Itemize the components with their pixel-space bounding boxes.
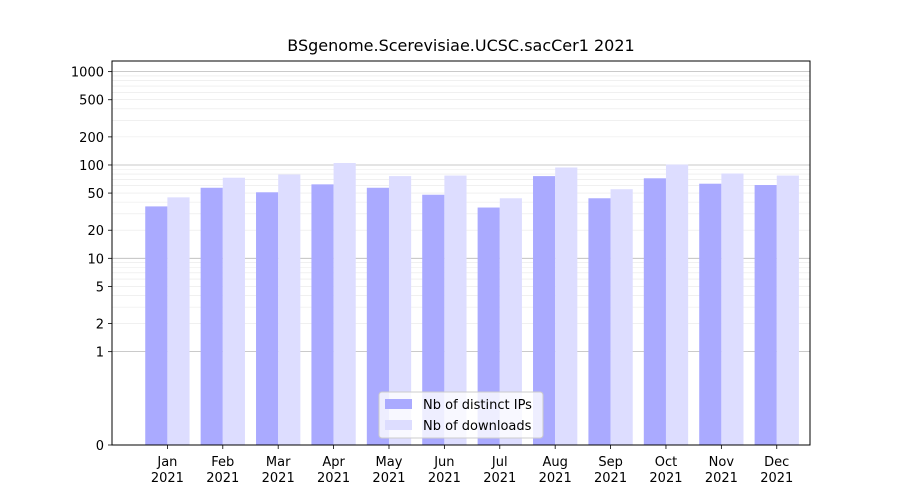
x-tick-label-year: 2021: [206, 471, 239, 486]
bar-distinct-ips-apr: [311, 184, 334, 445]
x-tick-label-year: 2021: [594, 471, 627, 486]
y-tick-label: 5: [96, 280, 104, 295]
x-tick-label-year: 2021: [705, 471, 738, 486]
x-tick-label-month: Jul: [491, 455, 508, 470]
legend: Nb of distinct IPs Nb of downloads: [378, 391, 544, 439]
x-tick-label-month: Dec: [764, 455, 789, 470]
legend-label: Nb of downloads: [423, 419, 532, 434]
bar-downloads-mar: [278, 174, 301, 446]
bar-distinct-ips-oct: [643, 178, 666, 445]
x-tick-label-year: 2021: [317, 471, 350, 486]
bar-distinct-ips-nov: [699, 183, 722, 445]
x-tick-label-month: Jun: [433, 455, 454, 470]
y-tick-label: 1: [96, 346, 104, 361]
bar-distinct-ips-jul: [477, 207, 500, 445]
chart-title: BSgenome.Scerevisiae.UCSC.sacCer1 2021: [287, 36, 634, 55]
y-tick-label: 20: [87, 224, 104, 239]
y-tick-label: 500: [79, 94, 104, 109]
bar-downloads-aug: [555, 167, 578, 445]
x-tick-label-year: 2021: [372, 471, 405, 486]
x-tick-label-month: Jan: [156, 455, 177, 470]
y-tick-label: 50: [87, 187, 104, 202]
y-tick-label: 10: [87, 252, 104, 267]
x-tick-label-month: May: [376, 455, 403, 470]
y-tick-label: 100: [79, 159, 104, 174]
bar-distinct-ips-jan: [145, 206, 168, 445]
bar-distinct-ips-sep: [588, 198, 611, 445]
bar-distinct-ips-jun: [422, 194, 445, 445]
bar-downloads-dec: [776, 175, 799, 445]
bar-downloads-jan: [167, 197, 190, 445]
bar-distinct-ips-dec: [754, 185, 777, 445]
legend-label: Nb of distinct IPs: [423, 398, 532, 413]
plot-frame: [111, 60, 811, 446]
bar-distinct-ips-feb: [200, 187, 223, 445]
bars: [145, 162, 799, 446]
x-tick-label-month: Aug: [542, 455, 567, 470]
x-tick-label-year: 2021: [262, 471, 295, 486]
x-tick-label-year: 2021: [760, 471, 793, 486]
legend-swatch: [385, 399, 412, 409]
y-tick-label: 0: [96, 439, 104, 454]
axes: [111, 60, 811, 446]
x-tick-label-month: Apr: [322, 455, 345, 470]
x-tick-label-month: Feb: [211, 455, 234, 470]
x-tick-label-year: 2021: [539, 471, 572, 486]
bar-downloads-jul: [499, 198, 522, 445]
x-tick-label-year: 2021: [151, 471, 184, 486]
bar-downloads-feb: [222, 177, 245, 445]
legend-swatch: [385, 420, 412, 430]
x-tick-label-month: Mar: [266, 455, 291, 470]
y-tick-label: 200: [79, 131, 104, 146]
bar-downloads-may: [388, 176, 412, 445]
bar-downloads-apr: [333, 162, 356, 445]
bar-downloads-oct: [665, 164, 689, 445]
bar-downloads-sep: [610, 189, 633, 445]
bar-distinct-ips-may: [366, 187, 389, 445]
x-tick-label-year: 2021: [428, 471, 461, 486]
legend-box: [378, 391, 544, 439]
bar-downloads-nov: [721, 173, 744, 446]
x-tick-label-month: Nov: [709, 455, 735, 470]
x-tick-label-year: 2021: [483, 471, 516, 486]
bar-distinct-ips-mar: [256, 192, 279, 445]
y-tick-label: 1000: [71, 66, 104, 81]
bar-distinct-ips-aug: [533, 176, 556, 445]
ticks: Jan2021Feb2021Mar2021Apr2021May2021Jun20…: [71, 66, 793, 486]
y-tick-label: 2: [96, 318, 104, 333]
x-tick-label-year: 2021: [649, 471, 682, 486]
bar-downloads-jun: [444, 175, 467, 445]
x-tick-label-month: Oct: [655, 455, 677, 470]
x-tick-label-month: Sep: [598, 455, 623, 470]
